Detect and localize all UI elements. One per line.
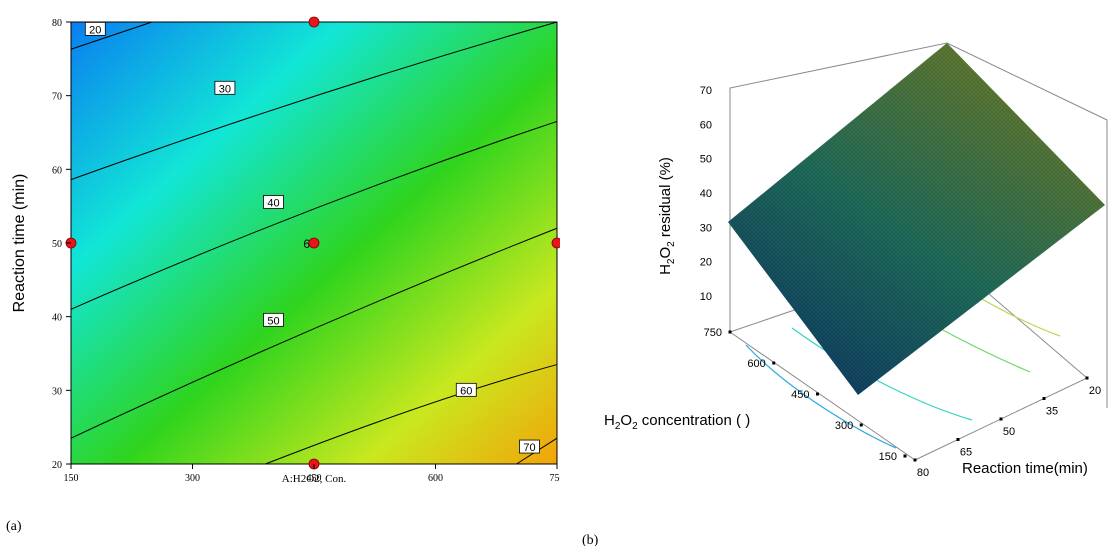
z-tick-label: 20 bbox=[700, 257, 712, 269]
panel-label-b: (b) bbox=[582, 533, 599, 546]
time-tick-mark bbox=[1042, 397, 1046, 400]
y-tick-label: 50 bbox=[52, 239, 62, 250]
contour-line-60 bbox=[265, 364, 558, 465]
time-tick-mark bbox=[913, 458, 917, 462]
time-tick-mark bbox=[1085, 376, 1089, 380]
contour-label-50: 50 bbox=[263, 312, 284, 327]
z-axis-title: H2O2 residual (%) bbox=[657, 157, 677, 275]
z-tick-label: 30 bbox=[700, 222, 712, 234]
svg-text:20: 20 bbox=[89, 24, 101, 36]
x-tick-label: 750 bbox=[550, 473, 561, 484]
contour-label-30: 30 bbox=[214, 80, 236, 95]
concentration-tick-label: 300 bbox=[835, 420, 853, 432]
x-axis-ticks: 150 300 450 600 750 bbox=[64, 464, 561, 484]
concentration-tick-label: 150 bbox=[879, 451, 897, 463]
surface-mesh bbox=[728, 43, 1105, 395]
x-tick-label: 300 bbox=[185, 473, 200, 484]
z-tick-label: 60 bbox=[700, 119, 712, 131]
y-tick-label: 70 bbox=[52, 92, 62, 103]
time-tick-label: 20 bbox=[1089, 385, 1101, 397]
contour-line-40 bbox=[70, 120, 558, 310]
panel-label-a: (a) bbox=[6, 519, 22, 534]
y-tick-label: 30 bbox=[52, 386, 62, 397]
z-tick-label: 10 bbox=[700, 291, 712, 303]
svg-text:50: 50 bbox=[267, 315, 279, 327]
contour-labels: 20 30 40 50 60 70 bbox=[84, 21, 540, 454]
z-tick-label: 70 bbox=[700, 85, 712, 97]
z-axis-ticks: 70 60 50 40 30 20 10 bbox=[700, 85, 712, 303]
x-tick-label: 600 bbox=[428, 473, 443, 484]
y-axis-title: Reaction time (min) bbox=[11, 174, 28, 313]
contour-label-70: 70 bbox=[519, 439, 540, 454]
time-tick-label: 65 bbox=[960, 447, 972, 459]
contour-label-20: 20 bbox=[84, 21, 106, 36]
concentration-tick-label: 600 bbox=[747, 358, 765, 370]
x-tick-label: 450 bbox=[307, 473, 322, 484]
concentration-tick-mark bbox=[728, 330, 732, 334]
x-axis-title: A:H2O2, Con. bbox=[282, 473, 347, 485]
svg-text:H2O2 residual (%): H2O2 residual (%) bbox=[657, 157, 677, 275]
concentration-tick-mark bbox=[859, 423, 863, 427]
z-tick-label: 50 bbox=[700, 154, 712, 166]
contour-line-20 bbox=[70, 21, 153, 50]
contour-label-40: 40 bbox=[263, 195, 284, 209]
x-tick-label: 150 bbox=[64, 473, 79, 484]
y-axis-ticks: 20 30 40 50 60 70 80 bbox=[52, 18, 71, 471]
surface-plot: 70 60 50 40 30 20 10 80 65 50 35 20 150 300 450 600 75… bbox=[582, 42, 1108, 546]
time-axis-ticks: 80 65 50 35 20 bbox=[913, 376, 1101, 479]
time-tick-mark bbox=[999, 417, 1003, 421]
y-tick-label: 60 bbox=[52, 165, 62, 176]
svg-text:70: 70 bbox=[523, 442, 535, 454]
contour-line-30 bbox=[70, 21, 558, 181]
design-point bbox=[308, 237, 320, 249]
contour-plot: 20 30 40 50 60 70 6 150 300 450 600 750 20 30 40 50 6… bbox=[6, 16, 561, 534]
design-point bbox=[308, 16, 320, 28]
z-tick-label: 40 bbox=[700, 188, 712, 200]
time-axis-title: Reaction time(min) bbox=[962, 460, 1088, 477]
time-tick-label: 35 bbox=[1046, 406, 1058, 418]
svg-text:H2O2 concentration ( ): H2O2 concentration ( ) bbox=[604, 412, 750, 432]
concentration-tick-label: 750 bbox=[704, 327, 722, 339]
concentration-axis-ticks: 150 300 450 600 750 bbox=[704, 327, 907, 463]
time-tick-mark bbox=[956, 438, 960, 441]
time-tick-label: 50 bbox=[1003, 426, 1015, 438]
time-tick-label: 80 bbox=[917, 467, 929, 479]
y-tick-label: 20 bbox=[52, 460, 62, 471]
contour-label-60: 60 bbox=[455, 382, 477, 397]
svg-text:30: 30 bbox=[219, 83, 231, 95]
concentration-axis-title: H2O2 concentration ( ) bbox=[604, 412, 750, 432]
contour-lines bbox=[70, 21, 558, 465]
y-tick-label: 80 bbox=[52, 18, 62, 29]
svg-text:40: 40 bbox=[267, 197, 279, 209]
concentration-tick-label: 450 bbox=[791, 389, 809, 401]
concentration-tick-mark bbox=[772, 361, 776, 365]
concentration-tick-mark bbox=[816, 392, 819, 396]
design-point bbox=[551, 237, 560, 249]
svg-text:60: 60 bbox=[460, 385, 472, 397]
concentration-tick-mark bbox=[903, 454, 907, 458]
center-point-count: 6 bbox=[303, 237, 310, 251]
y-tick-label: 40 bbox=[52, 313, 62, 324]
contour-line-50 bbox=[70, 227, 558, 439]
